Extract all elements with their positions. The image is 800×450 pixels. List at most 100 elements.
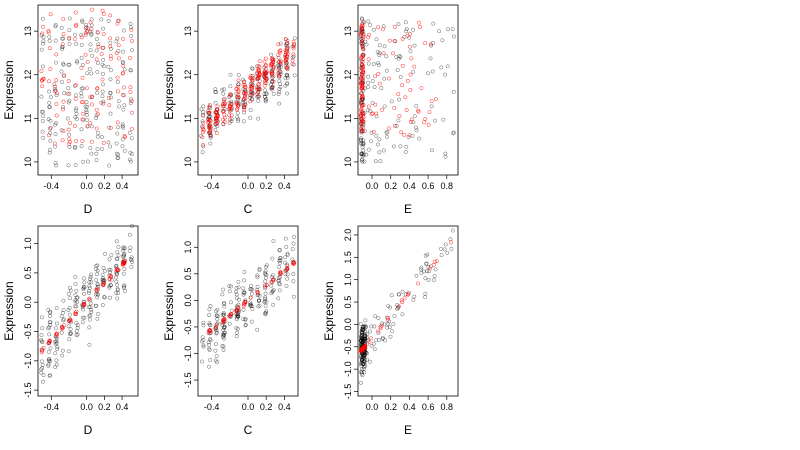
panel-1: -0.4 0.0 0.2 0.4 10 11 12 13 D Expression bbox=[2, 4, 139, 216]
data-point bbox=[74, 139, 79, 143]
data-point bbox=[419, 267, 423, 272]
data-point bbox=[408, 119, 413, 124]
x-tick-label: 0.2 bbox=[260, 402, 273, 412]
series-red bbox=[39, 258, 127, 355]
data-point bbox=[264, 63, 269, 68]
data-point bbox=[371, 341, 376, 346]
data-point bbox=[395, 67, 400, 72]
data-point bbox=[41, 345, 46, 350]
data-point bbox=[41, 24, 46, 29]
data-point bbox=[386, 315, 391, 320]
data-point bbox=[87, 325, 92, 330]
data-point bbox=[95, 147, 100, 152]
data-point bbox=[276, 53, 281, 58]
data-point bbox=[228, 117, 232, 122]
data-point bbox=[388, 334, 393, 339]
data-point bbox=[264, 272, 269, 277]
data-point bbox=[234, 286, 239, 291]
data-point bbox=[94, 57, 99, 62]
data-point bbox=[61, 61, 65, 66]
data-point bbox=[87, 342, 92, 347]
data-point bbox=[373, 159, 378, 164]
series-red bbox=[206, 260, 297, 335]
data-point bbox=[121, 70, 126, 75]
data-point bbox=[403, 20, 408, 25]
data-point bbox=[201, 104, 206, 109]
x-tick-label: 0.4 bbox=[403, 402, 416, 412]
data-point bbox=[400, 36, 405, 41]
data-point bbox=[257, 293, 262, 298]
data-point bbox=[95, 316, 100, 321]
data-point bbox=[108, 125, 113, 130]
data-point bbox=[89, 272, 93, 277]
data-point bbox=[74, 59, 79, 63]
data-point bbox=[383, 338, 387, 343]
data-point bbox=[67, 41, 72, 46]
data-point bbox=[264, 282, 269, 287]
data-point bbox=[365, 341, 370, 346]
data-point bbox=[67, 36, 72, 41]
data-point bbox=[61, 105, 66, 110]
data-point bbox=[407, 31, 412, 36]
data-point bbox=[377, 137, 382, 142]
data-point bbox=[48, 359, 53, 364]
data-point bbox=[82, 301, 86, 306]
data-point bbox=[262, 59, 267, 64]
data-point bbox=[54, 113, 59, 118]
series-red bbox=[358, 20, 438, 138]
data-point bbox=[74, 295, 79, 300]
x-tick-label: -0.4 bbox=[44, 181, 60, 191]
data-point bbox=[48, 95, 53, 99]
data-point bbox=[270, 70, 275, 75]
data-point bbox=[68, 317, 73, 322]
data-point bbox=[376, 63, 381, 67]
data-point bbox=[100, 282, 105, 287]
data-point bbox=[242, 102, 247, 107]
plot-frame bbox=[197, 225, 299, 397]
data-point bbox=[419, 86, 424, 91]
data-point bbox=[206, 110, 211, 115]
data-point bbox=[94, 48, 99, 53]
data-point bbox=[397, 304, 402, 309]
data-point bbox=[291, 262, 296, 267]
data-point bbox=[89, 280, 94, 285]
data-point bbox=[53, 326, 58, 331]
data-point bbox=[271, 302, 276, 307]
data-point bbox=[54, 339, 59, 344]
data-point bbox=[85, 159, 90, 164]
data-point bbox=[404, 107, 409, 112]
data-point bbox=[128, 150, 133, 155]
data-point bbox=[87, 296, 92, 301]
data-point bbox=[129, 258, 134, 262]
data-point bbox=[207, 321, 212, 326]
data-point bbox=[100, 62, 105, 67]
data-point bbox=[360, 59, 365, 64]
data-point bbox=[407, 133, 412, 138]
data-point bbox=[235, 327, 240, 331]
data-point bbox=[117, 104, 121, 109]
x-tick-label: 0.2 bbox=[384, 402, 397, 412]
data-point bbox=[373, 74, 378, 79]
data-point bbox=[89, 102, 94, 107]
y-tick-label: -1.5 bbox=[23, 382, 33, 398]
data-point bbox=[359, 95, 364, 100]
data-point bbox=[387, 325, 392, 330]
data-point bbox=[236, 280, 241, 284]
data-point bbox=[229, 300, 233, 305]
data-point bbox=[221, 348, 226, 352]
data-point bbox=[250, 75, 255, 80]
data-point bbox=[66, 100, 71, 105]
data-point bbox=[100, 82, 105, 87]
data-point bbox=[108, 54, 113, 58]
data-point bbox=[257, 268, 262, 272]
data-point bbox=[291, 52, 296, 57]
data-point bbox=[285, 251, 290, 256]
data-point bbox=[372, 85, 377, 90]
data-point bbox=[114, 275, 118, 280]
data-point bbox=[424, 261, 429, 266]
data-point bbox=[271, 91, 276, 96]
data-point bbox=[215, 119, 220, 124]
data-point bbox=[79, 91, 84, 96]
data-point bbox=[115, 283, 120, 287]
data-point bbox=[412, 64, 417, 69]
